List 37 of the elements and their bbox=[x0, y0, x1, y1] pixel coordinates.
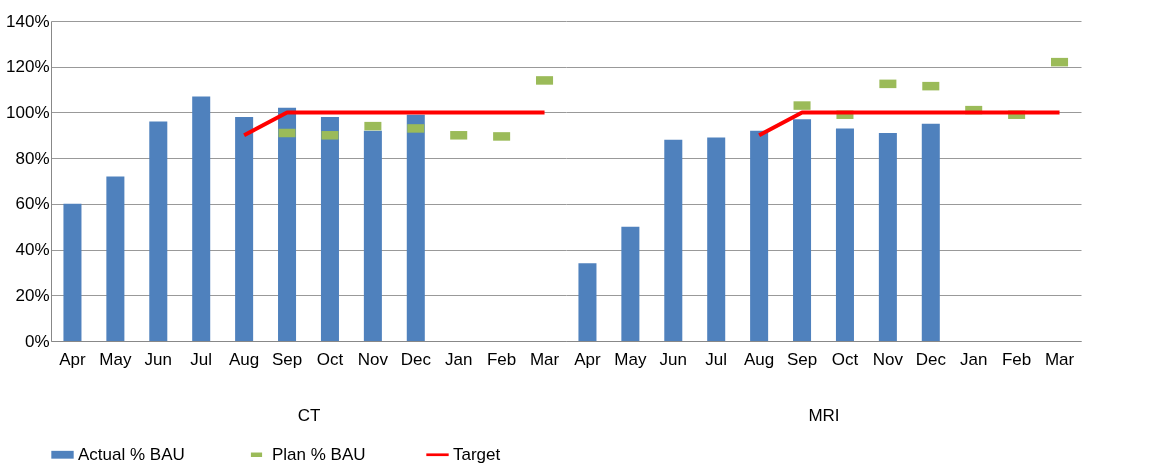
x-tick-label: Mar bbox=[529, 349, 560, 369]
x-tick-label: Jul bbox=[705, 349, 728, 369]
x-axis-title: CT bbox=[297, 405, 321, 425]
y-tick-label: 140% bbox=[6, 11, 50, 31]
x-tick-label: Feb bbox=[1001, 349, 1032, 369]
x-tick-label: Mar bbox=[1044, 349, 1075, 369]
x-tick-label: Oct bbox=[831, 349, 859, 369]
y-tick-label: 100% bbox=[6, 102, 50, 122]
x-tick-label: Aug bbox=[229, 349, 260, 369]
y-tick-label: 0% bbox=[24, 331, 50, 351]
x-tick-label: Dec bbox=[915, 349, 947, 369]
x-tick-label: Dec bbox=[400, 349, 432, 369]
x-tick-label: Jun bbox=[659, 349, 687, 369]
y-tick-label: 60% bbox=[15, 194, 50, 214]
x-tick-label: Jul bbox=[190, 349, 213, 369]
x-tick-label: May bbox=[99, 349, 132, 369]
x-tick-label: Sep bbox=[271, 349, 303, 369]
x-tick-label: Nov bbox=[872, 349, 904, 369]
x-tick-label: Nov bbox=[357, 349, 389, 369]
y-tick-label: 120% bbox=[6, 57, 50, 77]
y-tick-label: 40% bbox=[15, 240, 50, 260]
x-tick-label: Jan bbox=[960, 349, 988, 369]
legend-label: Target bbox=[453, 444, 501, 464]
x-axis-title: MRI bbox=[808, 405, 840, 425]
legend-label: Actual % BAU bbox=[78, 444, 185, 464]
legend-label: Plan % BAU bbox=[272, 444, 366, 464]
y-tick-label: 20% bbox=[15, 285, 50, 305]
x-tick-label: May bbox=[614, 349, 647, 369]
x-tick-label: Apr bbox=[59, 349, 87, 369]
x-tick-label: Aug bbox=[744, 349, 775, 369]
y-tick-label: 80% bbox=[15, 148, 50, 168]
x-tick-label: Sep bbox=[786, 349, 818, 369]
x-tick-label: Jan bbox=[445, 349, 473, 369]
x-tick-label: Feb bbox=[486, 349, 517, 369]
x-tick-label: Apr bbox=[574, 349, 602, 369]
x-tick-label: Jun bbox=[144, 349, 172, 369]
x-tick-label: Oct bbox=[316, 349, 344, 369]
